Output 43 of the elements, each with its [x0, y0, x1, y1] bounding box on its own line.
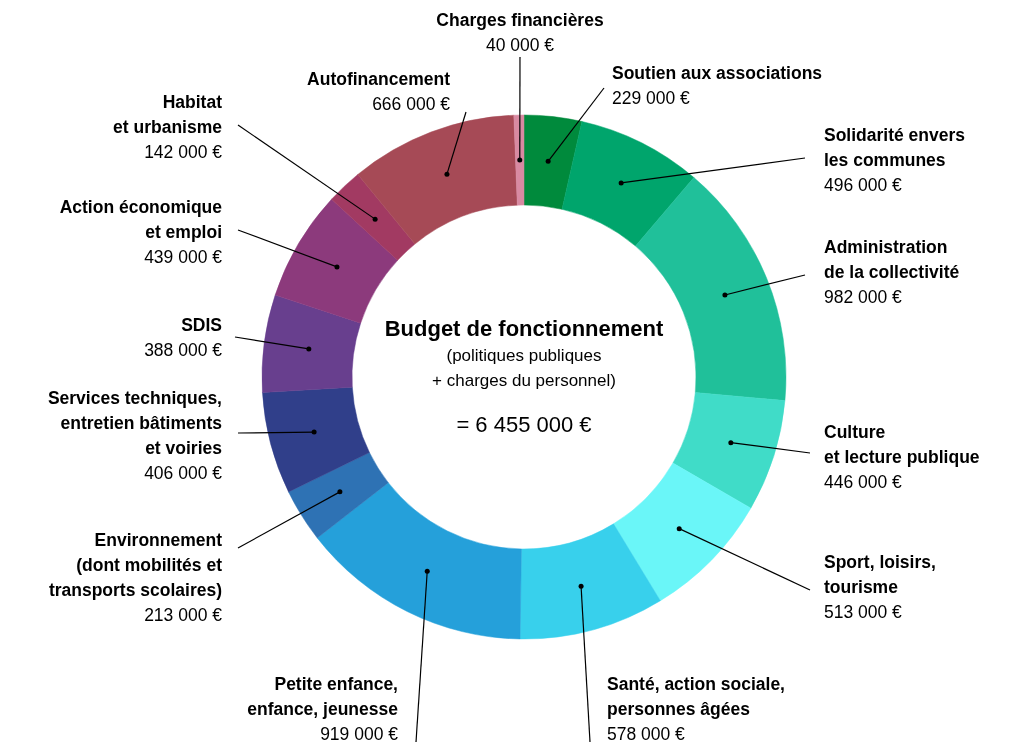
slice-label: Petite enfance, enfance, jeunesse	[247, 674, 399, 719]
text: = 6 455 000 €	[456, 412, 592, 437]
data-label: 513 000 €	[824, 602, 903, 622]
donut-slice	[288, 452, 389, 539]
donut-slice	[561, 121, 695, 247]
slice-label: Habitat et urbanisme	[113, 92, 223, 137]
data-label: 388 000 €	[144, 340, 223, 360]
text: Budget de fonctionnement	[384, 316, 664, 341]
slice-label: Environnement (dont mobilités et transports scolaires)	[48, 530, 223, 600]
donut-slice	[317, 482, 522, 640]
data-label: 982 000 €	[824, 287, 903, 307]
data-label: 40 000 €	[485, 35, 555, 55]
text: (politiques publiques + charges du personnel)	[432, 346, 616, 390]
slice-label: Administration de la collectivité	[824, 237, 960, 282]
data-label: 406 000 €	[144, 463, 223, 483]
data-label: 439 000 €	[144, 247, 223, 267]
slice-label: Sport, loisirs, tourisme	[824, 552, 936, 597]
donut-slice	[262, 386, 370, 493]
data-label: 919 000 €	[320, 724, 399, 744]
donut-slice	[513, 114, 525, 206]
data-label: 213 000 €	[144, 605, 223, 625]
donut-slice	[523, 114, 583, 210]
slice-label: Charges financières	[436, 10, 604, 30]
slice-label: Autofinancement	[307, 69, 451, 89]
data-label: 578 000 €	[607, 724, 686, 744]
slice-label: Action économique et emploi	[59, 197, 223, 242]
donut-slice	[519, 523, 661, 640]
donut-slice	[357, 114, 518, 245]
slice-label: Soutien aux associations	[612, 63, 823, 83]
slice-label: SDIS	[181, 315, 222, 335]
data-label: 229 000 €	[612, 88, 691, 108]
donut-slice	[261, 294, 361, 393]
data-label: 446 000 €	[824, 472, 903, 492]
slice-label: Solidarité envers les communes	[824, 125, 966, 170]
slice-label: Culture et lecture publique	[824, 422, 980, 467]
donut-slice	[672, 392, 786, 509]
donut-slice	[331, 174, 416, 261]
data-label: 142 000 €	[144, 142, 223, 162]
slice-label: Santé, action sociale, personnes âgées	[607, 674, 785, 719]
slice-label: Services techniques, entretien bâtiments et voiries	[47, 388, 223, 458]
data-label: 496 000 €	[824, 175, 903, 195]
data-label: 666 000 €	[372, 94, 451, 114]
donut-slice	[613, 462, 752, 601]
